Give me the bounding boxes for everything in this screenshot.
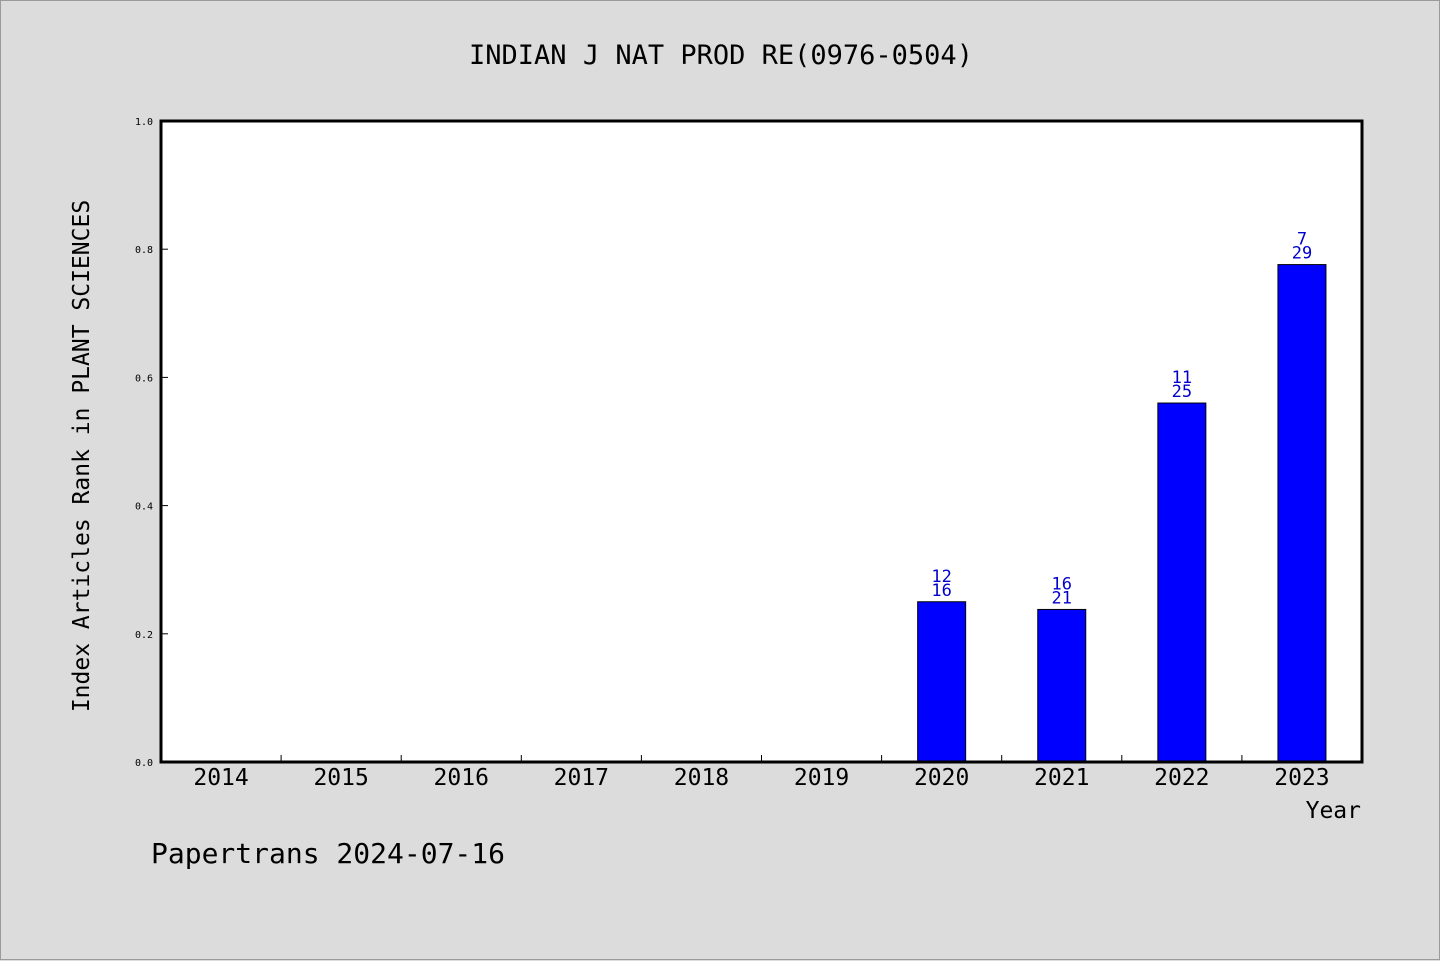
y-tick-label: 0.8 — [135, 245, 153, 256]
bar-label-top: 16 — [1052, 574, 1072, 594]
x-tick-label: 2014 — [193, 765, 248, 791]
bar — [1277, 264, 1327, 763]
y-tick-label: 0.0 — [135, 758, 153, 769]
bar-label-top: 7 — [1297, 230, 1307, 250]
bar-label-top: 12 — [931, 567, 951, 587]
bar-label-bottom: 25 — [1172, 382, 1192, 402]
bars-layer — [917, 264, 1327, 763]
x-tick-label: 2019 — [794, 765, 849, 791]
x-tick-label: 2022 — [1154, 765, 1209, 791]
x-tick-label: 2020 — [914, 765, 969, 791]
x-tick-label: 2017 — [554, 765, 609, 791]
bar — [1037, 608, 1087, 763]
bar-label-top: 11 — [1172, 368, 1192, 388]
footer-text: Papertrans 2024-07-16 — [151, 837, 505, 870]
bar-label-bottom: 29 — [1292, 244, 1312, 264]
y-tick-label: 0.4 — [135, 502, 153, 513]
plot-border — [159, 119, 1364, 764]
bar — [917, 601, 967, 763]
x-tick-label: 2023 — [1274, 765, 1329, 791]
y-tick-label: 0.2 — [135, 630, 153, 641]
y-tick-label: 1.0 — [135, 117, 153, 128]
bar-label-bottom: 16 — [931, 581, 951, 601]
chart-title: INDIAN J NAT PROD RE(0976-0504) — [469, 40, 973, 71]
x-tick-label: 2018 — [674, 765, 729, 791]
x-tick-label: 2021 — [1034, 765, 1089, 791]
y-tick-label: 0.6 — [135, 373, 153, 384]
y-axis-label: Index Articles Rank in PLANT SCIENCES — [69, 200, 95, 712]
x-tick-label: 2016 — [434, 765, 489, 791]
x-axis-label: Year — [1306, 798, 1361, 824]
bar-label-bottom: 21 — [1052, 588, 1072, 608]
ticks-layer: 0.0 0.2 0.4 0.6 0.8 1.0 2014 2015 2016 2017 2018 20… — [135, 117, 1330, 791]
bar — [1157, 402, 1207, 763]
x-tick-label: 2015 — [313, 765, 368, 791]
